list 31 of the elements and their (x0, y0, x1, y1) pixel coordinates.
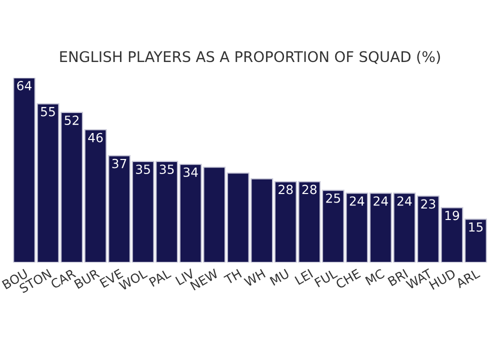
data-label: 19 (445, 210, 460, 220)
x-tick-label: MC (364, 268, 385, 286)
data-label: 35 (136, 164, 150, 174)
x-tick-label: BRI (388, 268, 408, 286)
data-label: 64 (17, 80, 32, 90)
x-tick-label: HUD (428, 268, 456, 290)
data-label: 35 (160, 164, 174, 174)
data-label: 25 (326, 193, 340, 203)
data-label: 34 (184, 167, 198, 177)
x-tick-label: TH (224, 268, 242, 285)
data-label: 46 (88, 132, 103, 142)
data-label: 37 (112, 158, 126, 168)
data-label: 24 (374, 196, 388, 206)
data-label: 28 (278, 184, 293, 194)
data-label: 55 (41, 107, 55, 116)
x-tick-label: WH (244, 268, 266, 287)
data-label: 24 (350, 196, 364, 206)
data-label: 23 (421, 199, 436, 209)
x-tick-label: CHE (335, 268, 362, 290)
x-tick-label: ARL (455, 268, 480, 288)
data-label: 15 (469, 222, 483, 232)
data-label: 28 (302, 184, 317, 194)
x-tick-label: BUR (74, 268, 100, 289)
chart-title: ENGLISH PLAYERS AS A PROPORTION OF SQUAD (%) (60, 50, 440, 64)
x-tick-label: PAL (148, 268, 172, 287)
x-tick-label: FUL (314, 268, 338, 288)
x-tick-label: MU (270, 268, 290, 286)
x-tick-label: CAR (50, 268, 76, 290)
data-label: 24 (397, 196, 412, 206)
data-label: 52 (64, 116, 78, 126)
x-tick-label: LEI (294, 268, 314, 285)
